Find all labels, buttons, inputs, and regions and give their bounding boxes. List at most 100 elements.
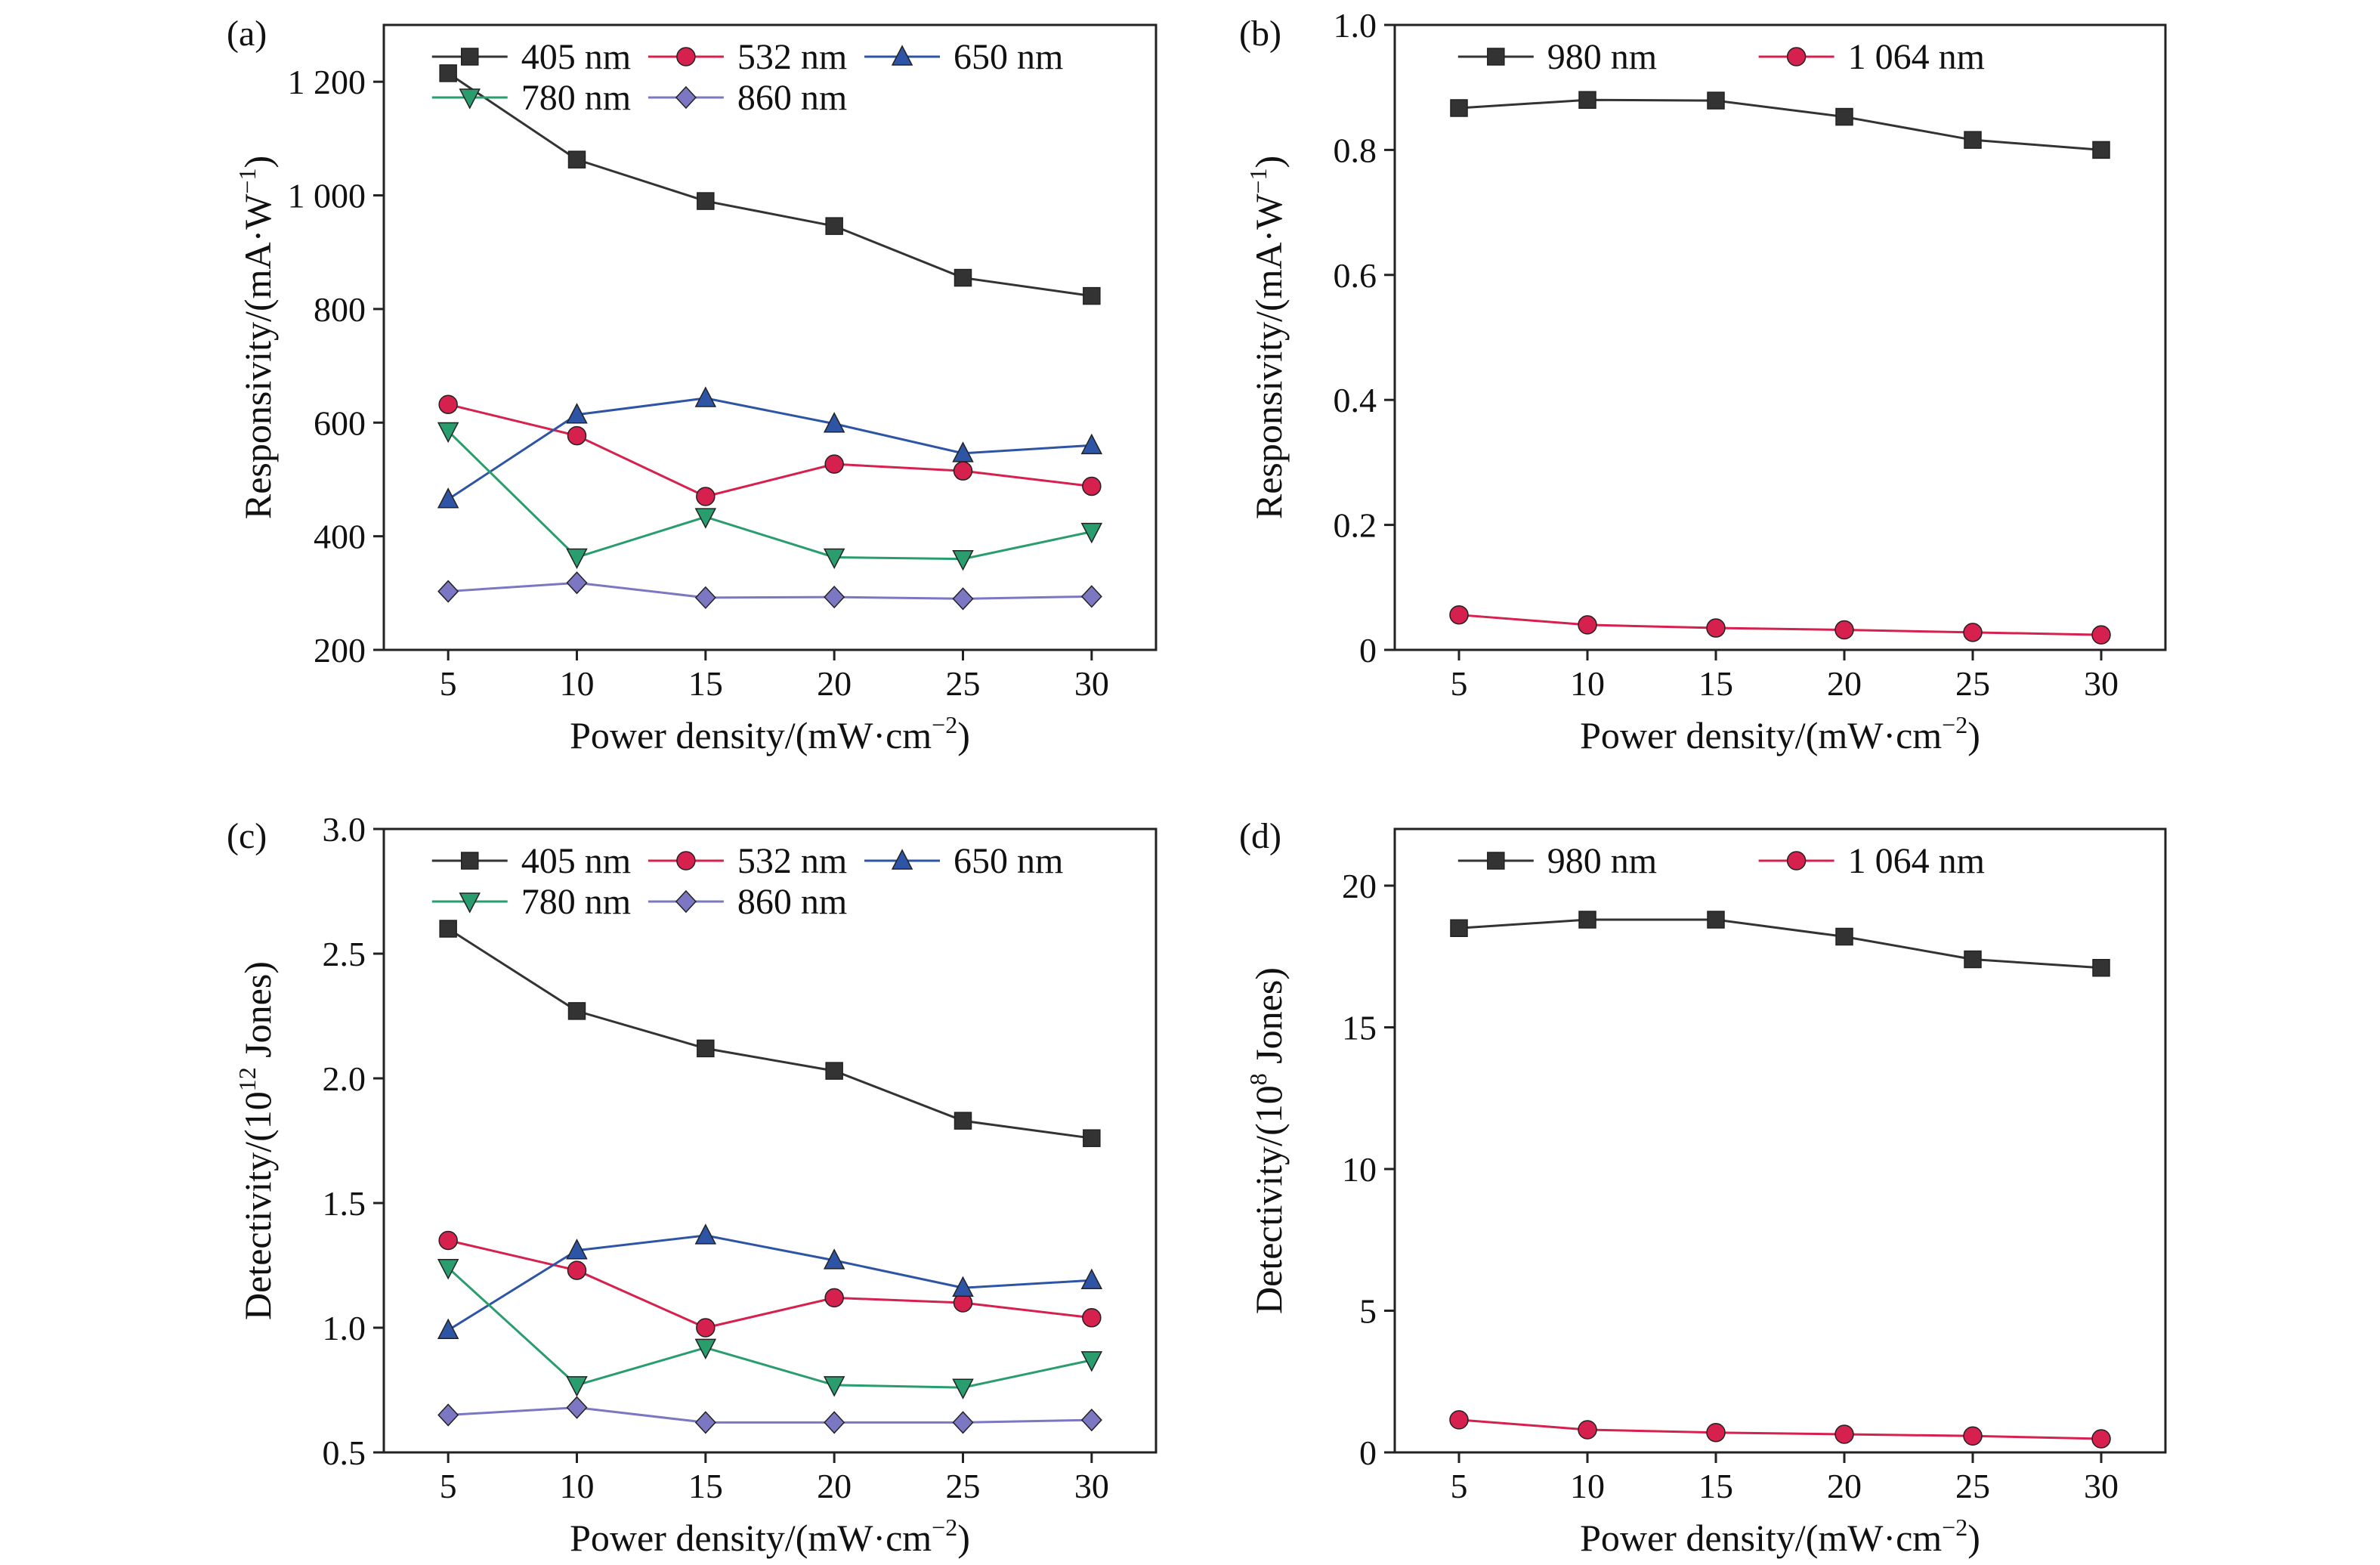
legend: 405 nm 532 nm 650 nm 780 nm 860 nm — [431, 37, 1063, 118]
y-tick-label: 800 — [314, 290, 366, 329]
legend: 980 nm 1 064 nm — [1457, 37, 1985, 77]
y-tick-label: 0.4 — [1334, 381, 1377, 419]
data-point — [567, 1260, 587, 1280]
legend-item: 1 064 nm — [1758, 841, 1985, 881]
series-980-nm — [1450, 911, 2110, 977]
data-point — [697, 1039, 715, 1058]
y-axis-label-superscript: 8 — [1244, 1073, 1272, 1085]
data-point — [567, 1002, 586, 1020]
y-tick-label: 0 — [1359, 631, 1377, 670]
x-axis-label-text-end: ) — [957, 714, 970, 756]
x-tick-label: 25 — [946, 664, 981, 703]
y-tick-label: 0.8 — [1334, 131, 1377, 169]
data-point — [1835, 927, 1853, 946]
data-point — [2091, 1429, 2111, 1449]
data-point — [952, 1276, 974, 1297]
legend-label: 405 nm — [521, 841, 631, 881]
y-axis-label-text-end: Jones) — [236, 961, 279, 1067]
data-point — [952, 1411, 974, 1434]
legend-label: 650 nm — [954, 37, 1063, 77]
data-point — [1706, 1423, 1726, 1443]
y-tick-label: 0.6 — [1334, 256, 1377, 295]
x-tick-label: 5 — [1451, 664, 1468, 703]
data-point — [566, 1239, 588, 1260]
data-point — [2091, 625, 2111, 645]
data-point — [567, 150, 586, 169]
x-axis-label-text: Power density/(mW·cm — [1580, 1517, 1942, 1559]
panel-label: (c) — [227, 816, 267, 856]
data-point — [1080, 585, 1102, 608]
legend-item: 980 nm — [1457, 37, 1657, 77]
data-point — [1080, 522, 1103, 544]
y-axis-label-text-end: ) — [1247, 156, 1290, 169]
x-axis-label: Power density/(mW·cm−2) — [1580, 1514, 1980, 1559]
y-tick-label: 0.2 — [1334, 506, 1377, 545]
series-650-nm — [437, 1223, 1103, 1340]
data-point — [694, 386, 717, 407]
series-780-nm — [437, 422, 1103, 571]
legend-label: 980 nm — [1547, 37, 1657, 77]
data-point — [566, 1396, 588, 1419]
data-point — [1082, 476, 1102, 496]
data-point — [696, 1318, 716, 1338]
x-axis-label-text-end: ) — [1967, 1517, 1980, 1559]
legend-marker — [676, 47, 696, 66]
x-tick-label: 30 — [2084, 664, 2119, 703]
y-axis-label: Detectivity/(1012 Jones) — [233, 961, 279, 1320]
x-tick-label: 30 — [1074, 1467, 1109, 1505]
series-line — [1458, 614, 2102, 636]
legend-marker — [460, 852, 479, 870]
data-point — [952, 587, 974, 611]
series-1-064-nm — [1449, 1410, 2111, 1449]
data-point — [566, 548, 588, 570]
x-tick-label: 15 — [688, 1467, 723, 1505]
x-tick-label: 15 — [1698, 1467, 1733, 1505]
legend-marker — [675, 85, 697, 110]
data-point — [1449, 1410, 1469, 1430]
y-axis-label-text: Responsivity/(mA·W — [236, 193, 279, 519]
plot-frame — [382, 827, 1158, 1454]
x-tick-label: 10 — [560, 664, 595, 703]
chart-panel-d: (d) 5 10 15 20 25 30 0 5 10 15 20 Power density/(mW·… — [1239, 816, 2167, 1559]
data-point — [1083, 1129, 1101, 1147]
y-axis-label-superscript: 12 — [233, 1067, 261, 1091]
legend: 405 nm 532 nm 650 nm 780 nm 860 nm — [431, 841, 1063, 922]
data-point — [566, 571, 588, 595]
series-860-nm — [437, 1396, 1102, 1434]
y-axis-label: Responsivity/(mA·W−1) — [1244, 156, 1290, 519]
legend-label: 780 nm — [521, 78, 631, 118]
chart-panel-a: (a) 5 10 15 20 25 30 200 400 600 800 1 000 1 200 Powe… — [227, 14, 1158, 756]
plot-frame — [1393, 23, 2167, 651]
data-point — [437, 1259, 459, 1280]
data-point — [438, 1230, 458, 1251]
legend-item: 1 064 nm — [1758, 37, 1985, 77]
x-tick-label: 10 — [1570, 664, 1605, 703]
x-tick-label: 5 — [440, 664, 457, 703]
data-point — [439, 920, 457, 938]
legend-label: 780 nm — [521, 882, 631, 922]
data-point — [952, 1378, 974, 1400]
series-line — [447, 430, 1093, 561]
data-point — [1578, 91, 1596, 109]
y-axis-label: Detectivity/(108 Jones) — [1244, 967, 1290, 1314]
data-point — [1578, 615, 1597, 635]
legend: 980 nm 1 064 nm — [1457, 841, 1985, 881]
data-point — [1082, 1308, 1102, 1328]
legend-label: 532 nm — [737, 37, 847, 77]
data-point — [1080, 1268, 1103, 1290]
legend-item: 860 nm — [648, 882, 847, 922]
y-tick-label: 1.5 — [323, 1184, 366, 1223]
x-tick-label: 10 — [1570, 1467, 1605, 1505]
legend-marker — [891, 45, 913, 66]
x-tick-label: 20 — [1827, 664, 1862, 703]
legend-item: 532 nm — [648, 841, 847, 881]
x-tick-label: 30 — [1074, 664, 1109, 703]
data-point — [824, 454, 844, 474]
data-point — [1578, 1420, 1597, 1440]
data-point — [1080, 1408, 1102, 1432]
data-point — [696, 487, 716, 506]
data-point — [952, 441, 974, 462]
series-650-nm — [437, 386, 1103, 509]
legend-label: 532 nm — [737, 841, 847, 881]
